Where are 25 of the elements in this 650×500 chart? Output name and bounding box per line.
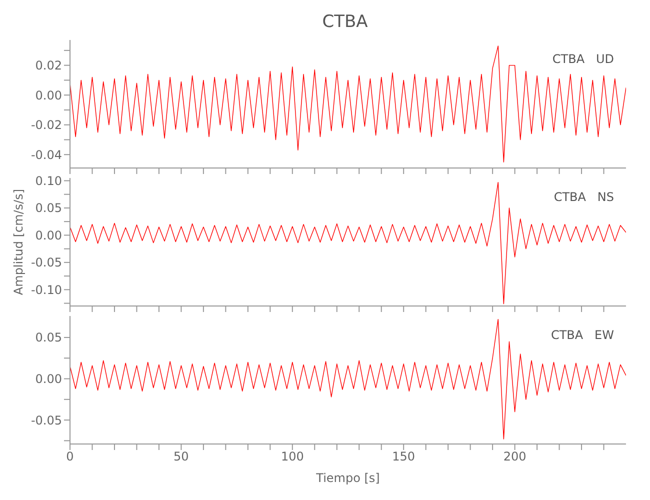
chart-title: CTBA <box>321 11 369 34</box>
annotation: CTBA UD <box>552 52 614 66</box>
y-tick-label: -0.10 <box>30 282 62 297</box>
y-tick-label: 0.05 <box>35 330 62 345</box>
x-axis-title: Tiempo [s] <box>315 471 380 485</box>
y-tick-label: 0.02 <box>35 58 62 73</box>
x-tick-label: 50 <box>174 450 189 464</box>
y-tick-label: -0.04 <box>30 148 62 162</box>
annotation: CTBA NS <box>554 190 614 204</box>
annotation: CTBA EW <box>550 328 614 342</box>
y-tick-label: 0.00 <box>35 228 62 242</box>
y-tick-label: 0.00 <box>35 372 62 386</box>
x-tick-label: 100 <box>280 450 304 464</box>
x-tick-label: 150 <box>392 450 416 464</box>
x-tick-label: 0 <box>66 450 74 464</box>
y-tick-label: -0.05 <box>30 256 62 270</box>
y-tick-label: -0.02 <box>30 118 62 132</box>
line-series <box>70 46 626 162</box>
y-tick-label: -0.05 <box>30 413 62 428</box>
y-tick-label: 0.05 <box>35 201 62 216</box>
y-tick-label: 0.00 <box>35 88 62 102</box>
y-tick-label: 0.10 <box>35 174 62 188</box>
y-axis-title: Amplitud [cm/s/s] <box>11 188 26 296</box>
x-tick-label: 200 <box>503 450 526 464</box>
line-series <box>70 318 626 440</box>
